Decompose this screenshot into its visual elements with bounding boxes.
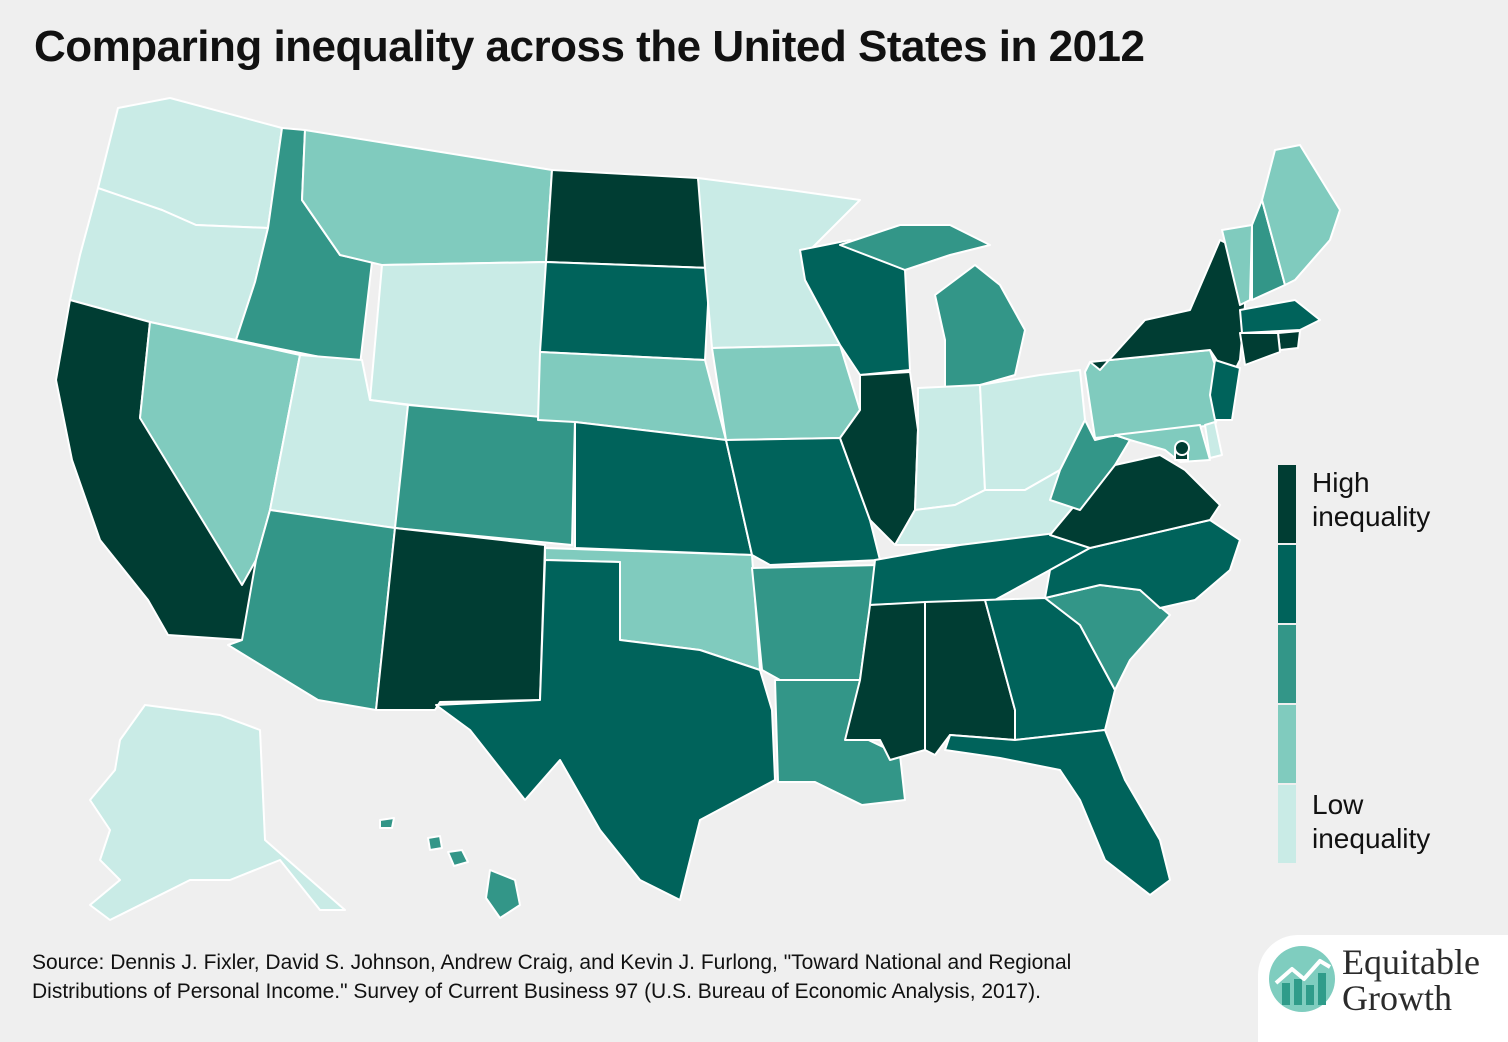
state-hi — [379, 817, 395, 829]
state-tx — [435, 559, 776, 901]
logo-line-2: Growth — [1342, 978, 1452, 1018]
source-line-2: Distributions of Personal Income." Surve… — [32, 980, 1041, 1003]
legend-high-label: High inequality — [1312, 466, 1430, 534]
legend-swatch-high — [1278, 545, 1296, 623]
state-nj — [1209, 359, 1241, 421]
legend-low-line-1: Low — [1312, 789, 1364, 820]
state-hi — [447, 849, 469, 867]
state-ny — [1089, 239, 1246, 381]
state-sd — [539, 261, 711, 361]
state-fl — [944, 729, 1171, 896]
legend-swatch-low — [1278, 705, 1296, 783]
state-mt — [301, 129, 553, 266]
logo-wordmark: Equitable Growth — [1342, 944, 1480, 1016]
legend-low-label: Low inequality — [1312, 788, 1430, 856]
state-ma — [1239, 299, 1321, 334]
source-note: Source: Dennis J. Fixler, David S. Johns… — [32, 948, 1071, 1006]
state-mi — [934, 264, 1026, 391]
state-nm — [375, 527, 546, 711]
state-az — [227, 509, 396, 711]
state-hi — [485, 869, 521, 919]
legend-high-line-1: High — [1312, 467, 1370, 498]
state-ia — [711, 344, 861, 441]
legend-low-line-2: inequality — [1312, 823, 1431, 854]
state-co — [394, 404, 576, 546]
logo-line-1: Equitable — [1342, 942, 1480, 982]
state-ct — [1239, 332, 1281, 366]
rising-chart-icon — [1269, 946, 1335, 1012]
state-ar — [751, 564, 881, 681]
legend-swatch-highest — [1278, 465, 1296, 543]
legend-swatch-mid — [1278, 625, 1296, 703]
state-de — [1204, 421, 1223, 459]
state-ak — [89, 704, 346, 921]
source-line-1: Source: Dennis J. Fixler, David S. Johns… — [32, 951, 1072, 974]
state-mi — [839, 224, 991, 271]
map-title: Comparing inequality across the United S… — [34, 22, 1145, 71]
legend-high-line-2: inequality — [1312, 501, 1431, 532]
state-nd — [545, 169, 711, 269]
state-ri — [1277, 330, 1301, 351]
state-hi — [427, 835, 443, 851]
dc-marker — [1174, 440, 1190, 456]
state-wy — [369, 261, 547, 421]
state-me — [1261, 144, 1341, 286]
legend-swatch-lowest — [1278, 785, 1296, 863]
state-in — [914, 384, 986, 511]
state-vt — [1221, 224, 1253, 306]
